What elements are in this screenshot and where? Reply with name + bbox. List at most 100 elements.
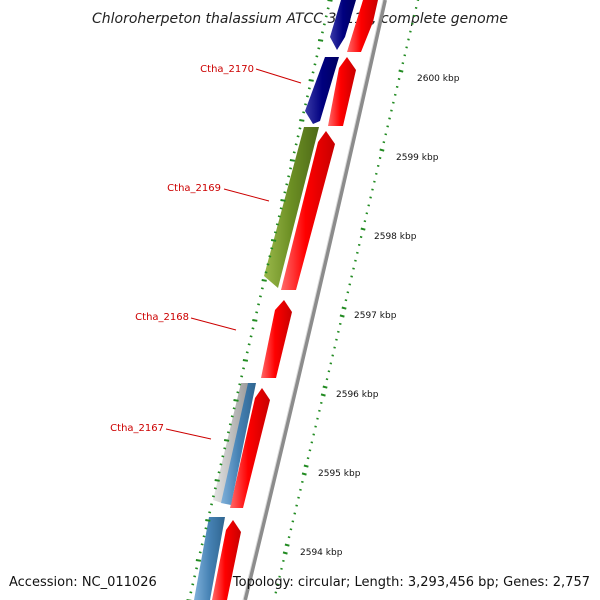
outer-minor-tick (226, 431, 230, 434)
minor-tick (344, 299, 348, 302)
minor-tick (291, 520, 295, 523)
scale-tick-label: 2598 kbp (374, 232, 417, 242)
outer-minor-tick (232, 407, 236, 410)
minor-tick (390, 109, 393, 112)
outer-minor-tick (313, 63, 317, 66)
forward-gene (347, 0, 378, 52)
outer-minor-tick (279, 207, 283, 210)
forward-gene (261, 300, 292, 378)
outer-major-tick (252, 319, 258, 322)
outer-minor-tick (257, 303, 261, 306)
minor-tick (384, 133, 388, 136)
minor-tick (331, 354, 335, 357)
minor-tick (295, 504, 299, 507)
minor-tick (373, 180, 376, 183)
minor-tick (382, 141, 386, 144)
outer-minor-tick (266, 263, 270, 266)
outer-major-tick (223, 439, 230, 442)
major-tick (360, 227, 366, 231)
outer-minor-tick (304, 103, 308, 106)
outer-minor-tick (228, 423, 232, 426)
minor-tick (314, 425, 317, 428)
reverse-gene-olive (264, 127, 319, 288)
minor-tick (409, 30, 412, 33)
outer-minor-tick (311, 71, 315, 74)
minor-tick (374, 172, 378, 175)
outer-minor-tick (245, 351, 249, 354)
outer-major-tick (317, 39, 324, 42)
scale-tick-label: 2596 kbp (336, 390, 379, 400)
reverse-gene-silver (213, 383, 249, 503)
outer-minor-tick (255, 311, 259, 314)
outer-minor-tick (322, 23, 326, 26)
outer-minor-tick (283, 191, 287, 194)
outer-minor-tick (273, 231, 277, 234)
minor-tick (359, 235, 363, 239)
outer-minor-tick (260, 287, 264, 290)
minor-tick (333, 346, 336, 349)
outer-minor-tick (275, 223, 279, 226)
minor-tick (403, 54, 407, 57)
outer-minor-tick (324, 15, 328, 18)
outer-major-tick (308, 79, 314, 82)
minor-tick (300, 480, 304, 483)
minor-tick (367, 204, 371, 207)
outer-minor-tick (307, 87, 311, 90)
outer-minor-tick (202, 535, 206, 538)
outer-minor-tick (258, 295, 262, 298)
gene-label-ctha-2169[interactable]: Ctha_2169 (167, 183, 221, 194)
major-tick (282, 551, 288, 555)
backbone-highlight (242, 0, 384, 600)
outer-minor-tick (249, 335, 253, 338)
outer-minor-tick (230, 415, 234, 418)
outer-minor-tick (240, 375, 244, 378)
outer-minor-tick (189, 591, 193, 594)
outer-minor-tick (213, 487, 217, 490)
gene-label-ctha-2168[interactable]: Ctha_2168 (135, 312, 189, 323)
outer-minor-tick (238, 383, 242, 386)
outer-major-tick (195, 559, 202, 562)
outer-minor-tick (268, 255, 272, 258)
minor-tick (414, 6, 418, 9)
scale-tick-label: 2597 kbp (354, 311, 397, 321)
outer-minor-tick (193, 575, 197, 578)
minor-tick (312, 433, 316, 436)
gene-label-ctha-2170[interactable]: Ctha_2170 (200, 64, 254, 75)
outer-major-tick (261, 279, 267, 282)
outer-minor-tick (204, 527, 208, 530)
minor-tick (329, 362, 333, 365)
outer-minor-ticks (186, 0, 333, 600)
minor-tick (274, 591, 278, 594)
minor-tick (354, 259, 357, 262)
minor-tick (299, 488, 302, 491)
major-tick (339, 314, 345, 318)
outer-major-tick (233, 399, 239, 402)
gene-labels: Ctha_2170 Ctha_2169 Ctha_2168 Ctha_2167 (110, 64, 254, 434)
outer-minor-tick (287, 175, 291, 178)
outer-minor-tick (292, 151, 296, 154)
gene-label-ctha-2167[interactable]: Ctha_2167 (110, 423, 164, 434)
outer-minor-tick (326, 7, 330, 10)
forward-gene (281, 131, 335, 290)
outer-minor-tick (296, 135, 300, 138)
scale-tick-label: 2595 kbp (318, 469, 361, 479)
minor-tick (306, 457, 310, 460)
scale-tick-label: 2599 kbp (396, 153, 439, 163)
reverse-gene-steelblue (221, 383, 256, 505)
outer-major-tick (299, 119, 305, 122)
outer-major-tick (214, 479, 220, 482)
minor-tick (338, 322, 342, 325)
minor-tick (401, 62, 405, 65)
major-tick (320, 393, 326, 397)
minor-tick (282, 559, 285, 562)
minor-tick (371, 188, 374, 191)
minor-tick (336, 330, 340, 333)
scale-labels: 2600 kbp 2599 kbp 2598 kbp 2597 kbp 2596… (300, 74, 460, 558)
outer-minor-tick (298, 127, 302, 130)
reverse-gene-steelblue (194, 517, 225, 600)
reverse-strand (194, 0, 356, 600)
outer-minor-tick (320, 31, 324, 34)
minor-tick (376, 164, 380, 167)
outer-minor-tick (317, 47, 321, 50)
outer-minor-tick (198, 551, 202, 554)
